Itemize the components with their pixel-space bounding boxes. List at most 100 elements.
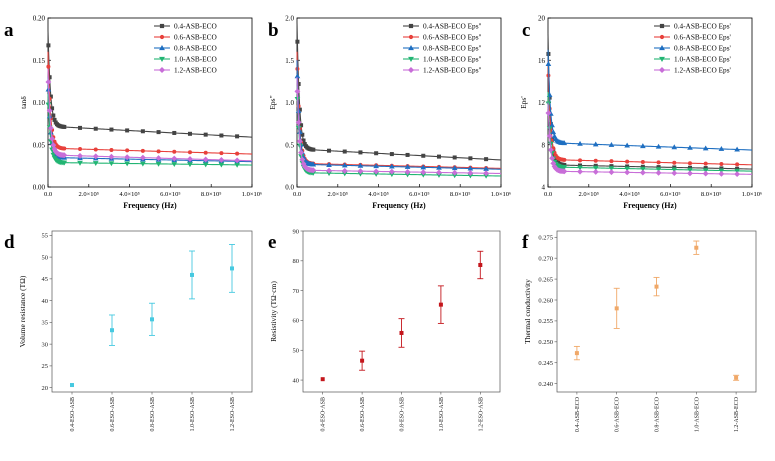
x-tick-label: 1.0-ESO-ASB	[439, 397, 445, 432]
y-tick-label: 0.245	[538, 360, 553, 367]
data-point	[109, 147, 114, 152]
data-point	[655, 169, 662, 176]
data-point	[718, 146, 725, 151]
y-tick-label: 0.265	[538, 276, 553, 283]
data-point	[93, 147, 98, 152]
data-point	[436, 154, 441, 159]
data-point	[187, 150, 192, 155]
legend-marker	[408, 23, 414, 29]
panel-a-chart: 0.00 0.05 0.10 0.15 0.20 0.0 2.0×10⁵ 4.0×10⁵ 6.0…	[19, 15, 262, 211]
y-axis-label: Resistivity (TΩ·cm)	[269, 281, 278, 342]
data-point	[671, 167, 678, 173]
data-point	[77, 152, 83, 159]
legend-marker	[659, 44, 665, 51]
data-point	[50, 152, 57, 158]
data-point	[62, 146, 67, 151]
data-point	[468, 156, 473, 161]
data-point	[140, 129, 145, 134]
legend-entry: 0.8-ASB-ECO	[174, 44, 217, 53]
data-point	[608, 166, 615, 172]
data-point	[320, 377, 325, 382]
x-tick-label: 2.0×10⁵	[579, 191, 600, 198]
y-tick-label: 0.275	[538, 235, 553, 242]
x-tick-label: 6.0×10⁵	[660, 191, 681, 198]
y-axis-label: Eps"	[268, 95, 277, 109]
data-point	[61, 152, 68, 159]
panel-label-c: c	[522, 20, 530, 41]
data-point	[592, 168, 599, 175]
data-point	[624, 166, 630, 172]
data-point	[550, 129, 557, 135]
data-point	[420, 164, 427, 170]
data-point	[299, 156, 306, 163]
x-tick-label: 4.0×10⁵	[119, 191, 140, 198]
data-point	[734, 168, 740, 174]
data-point	[61, 160, 68, 166]
data-point	[478, 262, 483, 267]
x-tick-label: 0.8-ESO-ASB	[150, 397, 156, 432]
legend-entry: 0.6-ASB-ECO	[174, 33, 217, 42]
y-tick-label: 70	[293, 288, 300, 295]
data-point	[399, 330, 404, 335]
y-tick-label: 0.05	[33, 141, 46, 149]
y-tick-label: 2.0	[285, 15, 294, 23]
data-point	[609, 159, 614, 164]
series-line	[47, 30, 253, 138]
data-point	[172, 130, 177, 135]
panel-label-f: f	[522, 232, 529, 253]
data-point	[624, 169, 631, 176]
data-point	[51, 113, 56, 118]
x-tick-label: 6.0×10⁵	[160, 191, 181, 198]
data-point	[578, 158, 583, 163]
legend-marker	[659, 56, 665, 63]
data-point	[436, 164, 442, 170]
data-point	[156, 130, 161, 135]
x-tick-label: 0.8-ASB-ECO	[655, 396, 661, 432]
data-point	[358, 150, 363, 155]
data-point	[608, 169, 615, 176]
data-point	[388, 168, 395, 175]
x-axis-label: Frequency (Hz)	[372, 201, 426, 210]
y-tick-label: 50	[42, 254, 49, 261]
data-point	[549, 155, 556, 162]
data-point	[592, 141, 599, 147]
data-point	[77, 160, 83, 166]
data-point	[295, 119, 302, 126]
legend-marker	[408, 44, 414, 51]
data-point	[545, 61, 552, 66]
data-point	[640, 159, 645, 164]
data-point	[452, 155, 457, 160]
y-tick-label: 12	[538, 99, 546, 107]
data-point	[404, 164, 411, 169]
data-point	[235, 134, 240, 139]
x-tick-label: 4.0×10⁵	[619, 191, 640, 198]
y-tick-label: 0.20	[33, 15, 46, 23]
data-point	[203, 132, 208, 137]
data-point	[78, 147, 83, 152]
data-point	[702, 168, 709, 174]
data-point	[719, 162, 724, 167]
y-tick-label: 45	[42, 276, 49, 283]
data-point	[545, 110, 552, 116]
data-point	[671, 144, 678, 150]
x-tick-label: 0.6-ESO-ASB	[360, 397, 366, 432]
data-point	[562, 157, 567, 162]
x-tick-label: 0.8-ESO-ASB	[400, 397, 406, 432]
x-tick-label: 0.0	[293, 191, 301, 198]
data-point	[436, 169, 442, 176]
legend-entry: 0.4-ASB-ECO Eps'	[674, 22, 732, 31]
x-tick-label: 0.6-ESO-ASB	[110, 397, 116, 432]
panel-f-chart: 0.240 0.245 0.250 0.255 0.260 0.265 0.270 0.275…	[523, 230, 757, 432]
series-line	[296, 60, 502, 170]
data-point	[110, 328, 114, 333]
data-point	[124, 154, 131, 161]
data-point	[655, 167, 662, 173]
x-tick-label: 1.0-ESO-ASB	[190, 397, 196, 432]
data-point	[467, 170, 474, 176]
data-point	[311, 147, 316, 152]
data-point	[310, 161, 317, 167]
data-point	[92, 153, 99, 160]
data-point	[45, 79, 52, 85]
y-tick-label: 20	[42, 385, 49, 392]
